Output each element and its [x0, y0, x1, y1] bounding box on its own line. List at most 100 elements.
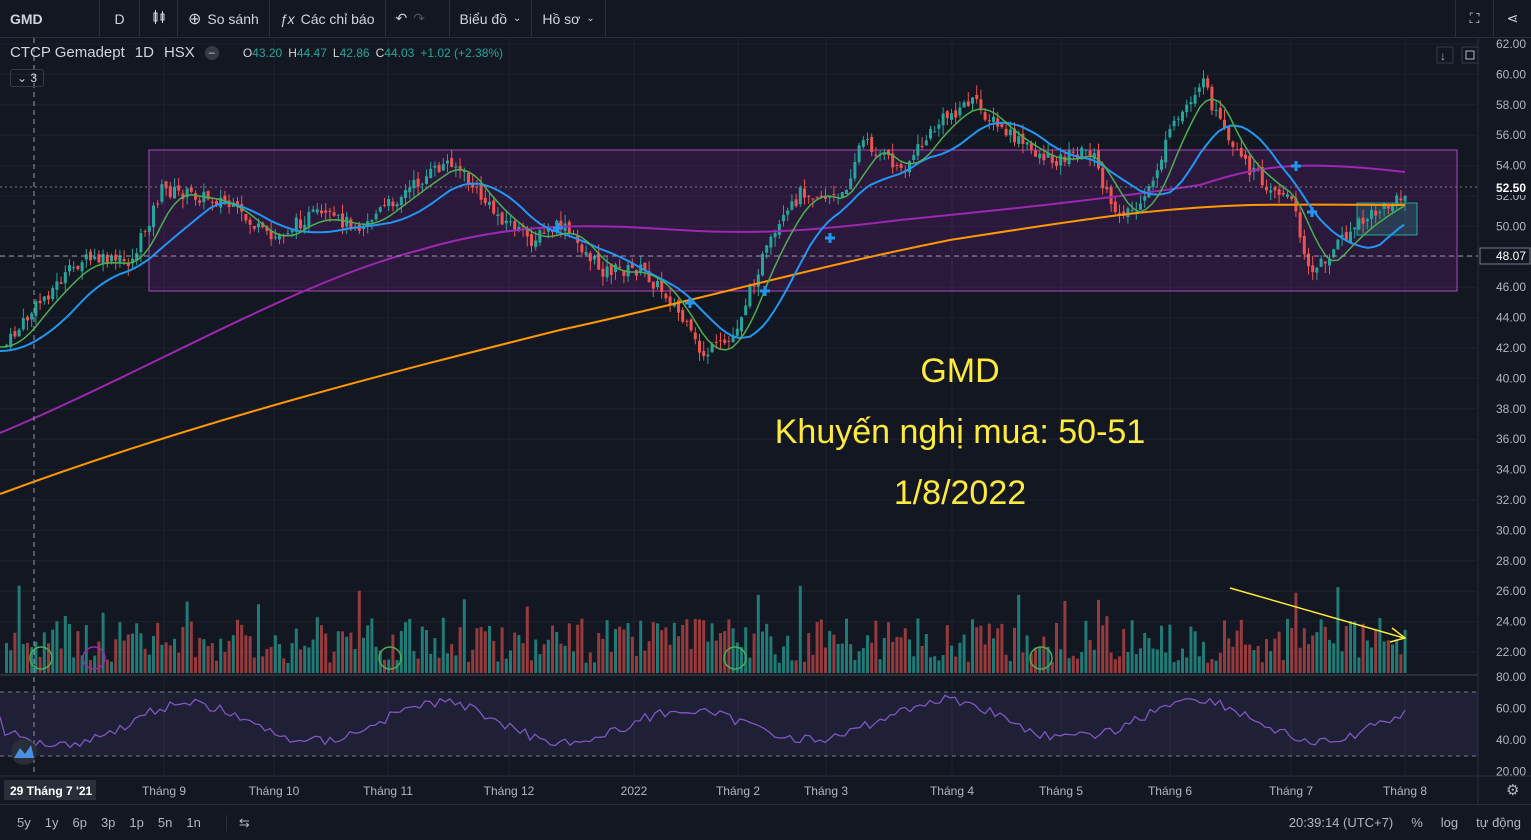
rsi-axis-label: 60.00	[1496, 702, 1526, 716]
range-1m[interactable]: 1p	[129, 815, 144, 830]
candle	[811, 198, 815, 200]
candle	[614, 264, 617, 272]
candle	[723, 339, 727, 344]
legend-exchange: HSX	[163, 44, 195, 61]
chart-menu-button[interactable]: Biểu đồ ⌄	[450, 0, 533, 37]
range-3m[interactable]: 3p	[100, 815, 116, 830]
rsi-band	[0, 692, 1478, 756]
candle	[681, 309, 685, 322]
range-5y[interactable]: 5y	[17, 815, 31, 830]
volume-bar	[777, 662, 781, 673]
fullscreen-button[interactable]: ⛶	[1455, 0, 1493, 37]
profile-menu-button[interactable]: Hồ sơ ⌄	[532, 0, 606, 37]
volume-bar	[1315, 632, 1319, 673]
candle	[34, 301, 38, 316]
compare-button[interactable]: ⊕ So sánh	[178, 0, 270, 37]
volume-bar	[849, 644, 853, 673]
volume-bar	[1017, 594, 1021, 673]
candle	[206, 191, 210, 200]
share-button[interactable]: ⋖	[1493, 0, 1531, 37]
price-axis-label: 46.00	[1496, 280, 1526, 294]
indicators-button[interactable]: ƒx Các chỉ báo	[270, 0, 386, 37]
log-toggle[interactable]: log	[1440, 815, 1459, 830]
volume-bar	[114, 639, 118, 673]
candle	[307, 212, 311, 227]
candle	[1139, 203, 1142, 210]
volume-bar	[1076, 658, 1079, 673]
trend-arrow[interactable]	[1229, 587, 1405, 639]
volume-bar	[1298, 647, 1302, 673]
volume-bar	[454, 655, 458, 673]
volume-bar	[740, 647, 743, 673]
clock[interactable]: 20:39:14 (UTC+7)	[1288, 815, 1394, 830]
volume-bar	[1122, 628, 1126, 673]
candle	[429, 168, 433, 179]
interval-button[interactable]: D	[100, 0, 140, 37]
price-axis-label: 30.00	[1496, 523, 1526, 537]
volume-bar	[441, 617, 445, 673]
redo-icon[interactable]: ↷	[413, 10, 425, 26]
pane-collapse-button[interactable]	[1436, 46, 1454, 64]
auto-scale-toggle[interactable]: tự động	[1476, 815, 1521, 830]
candle	[416, 178, 420, 187]
volume-bar	[966, 661, 970, 673]
volume-bar	[206, 646, 210, 673]
open-label: O	[242, 45, 253, 60]
price-axis-label: 28.00	[1496, 554, 1526, 568]
price-axis[interactable]	[1478, 38, 1531, 804]
volume-bar	[299, 649, 302, 673]
indicator-count: 3	[30, 71, 38, 85]
volume-bar	[324, 633, 328, 673]
candle	[1214, 109, 1218, 111]
chart-style-button[interactable]	[140, 0, 178, 37]
event-marker	[723, 646, 747, 670]
symbol-search[interactable]: GMD	[0, 0, 100, 37]
volume-bar	[832, 634, 836, 673]
candle	[1193, 94, 1197, 104]
annotation-date[interactable]: 1/8/2022	[893, 474, 1027, 512]
volume-bar	[1302, 628, 1306, 673]
volume-bars	[5, 585, 1407, 673]
signal-cross	[1307, 207, 1317, 217]
range-1d[interactable]: 1n	[186, 815, 201, 830]
volume-bar	[139, 633, 143, 673]
pane-maximize-button[interactable]	[1461, 46, 1479, 64]
logo-icon[interactable]	[11, 739, 37, 765]
volume-bar	[1088, 640, 1092, 673]
candle	[1227, 126, 1231, 141]
range-6m[interactable]: 6p	[72, 815, 87, 830]
price-chart[interactable]: 62.0060.0058.0056.0054.0052.0050.0048.00…	[0, 0, 1531, 804]
range-5d[interactable]: 5n	[157, 815, 173, 830]
time-axis-label: Tháng 5	[1039, 784, 1083, 798]
candle	[605, 266, 609, 278]
legend-menu-icon[interactable]: –	[204, 45, 219, 60]
candle	[664, 293, 668, 299]
indicator-collapse-button[interactable]: ⌄ 3	[10, 69, 45, 87]
volume-bar	[1265, 638, 1268, 673]
undo-icon[interactable]: ↶	[395, 10, 408, 26]
annotation-recommendation[interactable]: Khuyến nghị mua: 50-51	[774, 413, 1146, 451]
settings-icon[interactable]: ⚙	[1506, 782, 1519, 799]
candle	[1361, 217, 1365, 224]
volume-bar	[1273, 638, 1277, 673]
candle	[177, 185, 181, 191]
candle	[1034, 150, 1037, 157]
candle	[38, 300, 42, 304]
candle	[1323, 261, 1327, 264]
volume-bar	[362, 637, 365, 673]
percent-toggle[interactable]: %	[1411, 815, 1423, 830]
annotation-symbol[interactable]: GMD	[920, 352, 1000, 390]
date-range-icon[interactable]: ⇆	[225, 814, 250, 831]
candle	[1344, 232, 1348, 241]
volume-bar	[941, 655, 945, 673]
volume-bar	[870, 642, 874, 673]
candle	[1206, 78, 1210, 88]
top-toolbar: GMD D ⊕ So sánh ƒx Các chỉ báo ↶ ↷ Biểu …	[0, 0, 1531, 38]
candle	[1340, 234, 1344, 237]
candle	[790, 201, 794, 210]
volume-bar	[601, 638, 605, 673]
volume-bar	[399, 630, 403, 673]
range-1y[interactable]: 1y	[44, 815, 59, 830]
candle	[63, 272, 67, 284]
candle	[446, 160, 449, 164]
